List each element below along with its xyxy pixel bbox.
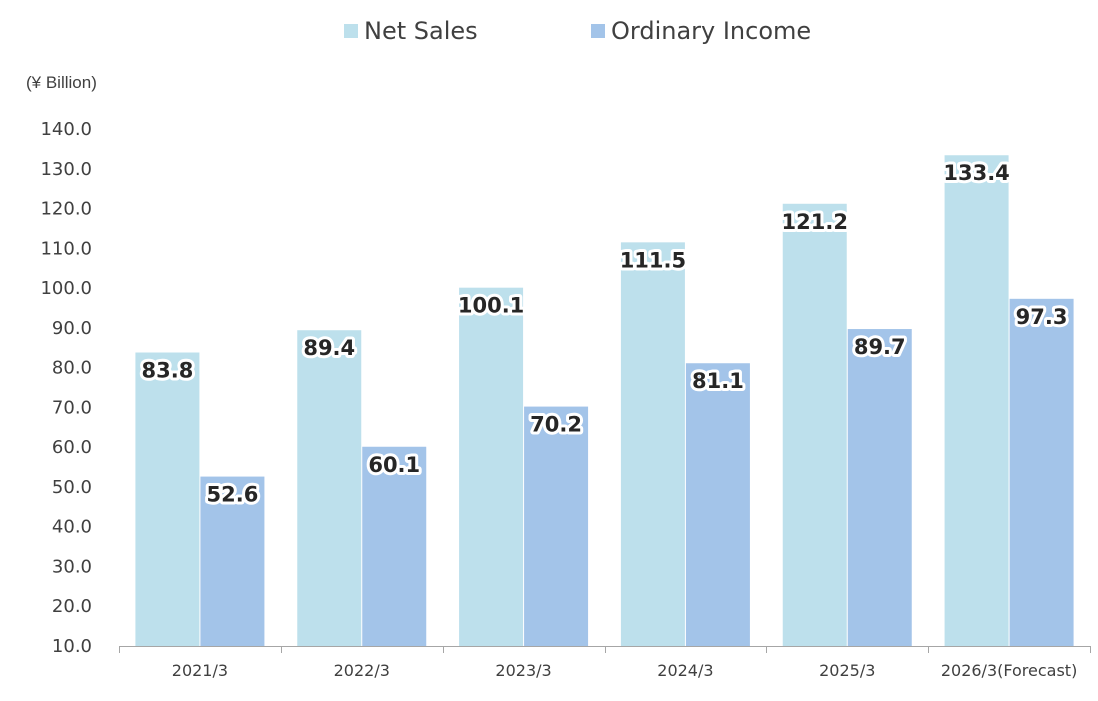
bar-ordinary-income-2 <box>524 406 589 646</box>
bar-ordinary-income-4 <box>847 329 912 646</box>
data-label-net-sales-0: 83.8 <box>142 359 194 383</box>
data-label-ordinary-income-5: 97.3 <box>1016 305 1068 329</box>
data-label-ordinary-income-0: 52.6 <box>207 483 259 507</box>
bar-net-sales-4 <box>782 203 847 646</box>
legend-swatch-ordinary-income <box>591 24 605 38</box>
x-tick-label: 2024/3 <box>657 661 713 680</box>
bar-ordinary-income-0 <box>200 476 265 646</box>
legend-label-net-sales: Net Sales <box>364 17 478 45</box>
y-tick-label: 70.0 <box>52 397 92 418</box>
y-tick-label: 120.0 <box>40 199 92 220</box>
data-label-ordinary-income-2: 70.2 <box>530 413 582 437</box>
unit-label: (¥ Billion) <box>26 73 97 92</box>
y-tick-label: 90.0 <box>52 318 92 339</box>
y-tick-label: 20.0 <box>52 596 92 617</box>
legend-label-ordinary-income: Ordinary Income <box>611 17 811 45</box>
legend: Net Sales Ordinary Income <box>344 17 811 45</box>
y-tick-label: 40.0 <box>52 517 92 538</box>
bar-ordinary-income-5 <box>1009 298 1074 646</box>
data-label-net-sales-4: 121.2 <box>782 210 848 234</box>
y-tick-label: 140.0 <box>40 119 92 140</box>
y-tick-label: 130.0 <box>40 159 92 180</box>
bar-net-sales-3 <box>620 242 685 647</box>
x-tick-label: 2021/3 <box>172 661 228 680</box>
data-label-net-sales-5: 133.4 <box>943 161 1009 185</box>
x-tick-label: 2023/3 <box>495 661 551 680</box>
data-label-net-sales-1: 89.4 <box>303 336 355 360</box>
y-axis: 10.0 20.0 30.0 40.0 50.0 60.0 70.0 80.0 90.0 100.… <box>40 119 92 657</box>
bar-net-sales-1 <box>297 330 362 646</box>
y-tick-label: 110.0 <box>40 238 92 259</box>
data-label-ordinary-income-1: 60.1 <box>368 453 420 477</box>
y-tick-label: 30.0 <box>52 556 92 577</box>
bar-ordinary-income-3 <box>685 363 750 646</box>
data-labels: 83.8 52.6 89.4 60.1 100.1 70.2 111.5 81.1 121.2 8… <box>139 158 1071 509</box>
data-label-ordinary-income-4: 89.7 <box>854 335 906 359</box>
bars <box>135 155 1074 647</box>
bar-net-sales-2 <box>459 287 524 646</box>
bar-net-sales-5 <box>944 155 1009 647</box>
y-tick-label: 50.0 <box>52 477 92 498</box>
x-tick-label: 2022/3 <box>334 661 390 680</box>
data-label-net-sales-3: 111.5 <box>620 248 686 272</box>
y-tick-label: 10.0 <box>52 636 92 657</box>
x-axis: 2021/3 2022/3 2023/3 2024/3 2025/3 2026/3(For… <box>119 646 1091 680</box>
x-tick-label: 2026/3(Forecast) <box>941 661 1077 680</box>
data-label-ordinary-income-3: 81.1 <box>692 369 744 393</box>
legend-swatch-net-sales <box>344 24 358 38</box>
data-label-net-sales-2: 100.1 <box>458 294 524 318</box>
bar-net-sales-0 <box>135 352 200 646</box>
bar-ordinary-income-1 <box>362 446 427 646</box>
y-tick-label: 80.0 <box>52 358 92 379</box>
y-tick-label: 60.0 <box>52 437 92 458</box>
x-tick-label: 2025/3 <box>819 661 875 680</box>
y-tick-label: 100.0 <box>40 278 92 299</box>
